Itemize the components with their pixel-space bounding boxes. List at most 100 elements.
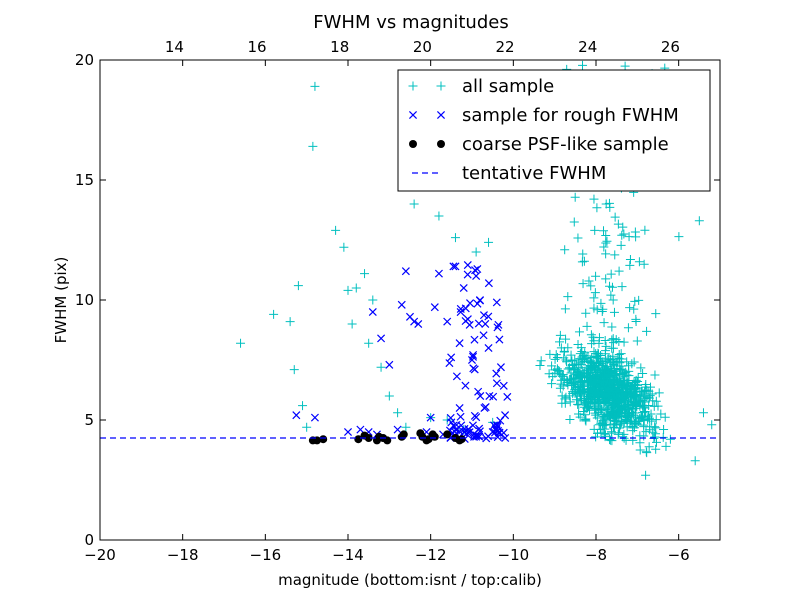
all-sample-point	[625, 260, 635, 270]
rough-fwhm-point	[493, 421, 502, 430]
all-sample-point	[601, 230, 611, 240]
psf-like-point	[354, 435, 363, 444]
all-sample-point	[570, 363, 580, 373]
rough-fwhm-point	[414, 319, 423, 329]
all-sample-point	[640, 225, 650, 235]
rough-fwhm-point	[475, 424, 484, 433]
legend-entry: tentative FWHM	[412, 163, 606, 184]
all-sample-point	[631, 314, 641, 324]
psf-like-point	[399, 430, 408, 439]
all-sample-point	[570, 384, 580, 394]
all-sample-point	[471, 247, 481, 257]
psf-like-point	[430, 432, 439, 441]
all-sample-point	[601, 356, 611, 366]
top-x-tick-label: 20	[413, 38, 432, 56]
rough-fwhm-point	[470, 365, 479, 374]
all-sample-point	[608, 351, 618, 361]
all-sample-point	[610, 250, 620, 260]
rough-fwhm-point	[496, 363, 505, 372]
all-sample-point	[644, 413, 654, 423]
psf-like-point	[443, 430, 452, 439]
all-sample-point	[641, 447, 651, 457]
rough-fwhm-point	[452, 420, 461, 430]
all-sample-point	[555, 330, 565, 340]
all-sample-point	[604, 198, 614, 208]
all-sample-point	[594, 396, 604, 406]
all-sample-point	[630, 379, 640, 389]
all-sample-point	[579, 402, 589, 412]
all-sample-point	[698, 408, 708, 418]
all-sample-point	[613, 219, 623, 229]
all-sample-point	[638, 407, 648, 417]
top-x-tick-label: 26	[661, 38, 680, 56]
all-sample-point	[590, 225, 600, 235]
all-sample-point	[644, 386, 654, 396]
legend-marker	[408, 81, 418, 91]
all-sample-point	[599, 242, 609, 252]
all-sample-point	[632, 336, 642, 346]
all-sample-point	[581, 416, 591, 426]
all-sample-point	[561, 334, 571, 344]
rough-fwhm-point	[463, 261, 472, 270]
all-sample-point	[609, 402, 619, 412]
all-sample-point	[627, 410, 637, 420]
all-sample-point	[601, 274, 611, 284]
all-sample-point	[591, 370, 601, 380]
legend-entry: sample for rough FWHM	[408, 105, 679, 126]
rough-fwhm-point	[460, 428, 469, 437]
all-sample-point	[550, 354, 560, 364]
rough-fwhm-point	[496, 416, 505, 425]
all-sample-point	[598, 304, 608, 314]
all-sample-point	[599, 429, 609, 439]
rough-fwhm-point	[499, 381, 508, 390]
all-sample-point	[599, 382, 609, 392]
all-sample-point	[574, 327, 584, 337]
rough-fwhm-point	[292, 411, 301, 420]
all-sample-point	[585, 374, 595, 384]
all-sample-point	[641, 470, 651, 480]
rough-fwhm-point	[452, 372, 461, 381]
all-sample-point	[339, 242, 349, 252]
all-sample-point	[601, 341, 611, 351]
all-sample-point	[591, 432, 601, 442]
all-sample-point	[616, 420, 626, 430]
all-sample-point	[609, 307, 619, 317]
all-sample-point	[583, 396, 593, 406]
all-sample-point	[576, 395, 586, 405]
all-sample-point	[589, 194, 599, 204]
all-sample-point	[654, 388, 664, 398]
all-sample-point	[578, 279, 588, 289]
all-sample-point	[624, 232, 634, 242]
y-tick-label: 0	[84, 531, 94, 549]
top-x-tick-label: 22	[496, 38, 515, 56]
all-sample-point	[607, 322, 617, 332]
rough-fwhm-point	[494, 320, 503, 329]
rough-fwhm-point	[449, 262, 458, 271]
all-sample-point	[623, 405, 633, 415]
all-sample-point	[618, 393, 628, 403]
all-sample-point	[590, 362, 600, 372]
all-sample-point	[563, 292, 573, 302]
all-sample-point	[563, 343, 573, 353]
rough-fwhm-point	[456, 304, 465, 313]
all-sample-point	[581, 398, 591, 408]
rough-fwhm-point	[470, 335, 479, 344]
all-sample-point	[639, 415, 649, 425]
all-sample-point	[639, 420, 649, 430]
all-sample-point	[641, 380, 651, 390]
all-sample-point	[589, 293, 599, 303]
all-sample-point	[625, 254, 635, 264]
all-sample-point	[645, 422, 655, 432]
rough-fwhm-point	[451, 262, 460, 271]
all-sample-point	[289, 365, 299, 375]
all-sample-point	[608, 295, 618, 305]
x-tick-label: −14	[332, 546, 364, 564]
all-sample-point	[599, 376, 609, 386]
all-sample-point	[563, 376, 573, 386]
all-sample-point	[561, 355, 571, 365]
all-sample-point	[298, 401, 308, 411]
all-sample-point	[622, 392, 632, 402]
all-sample-point	[614, 266, 624, 276]
all-sample-point	[651, 396, 661, 406]
x-tick-label: −12	[415, 546, 447, 564]
